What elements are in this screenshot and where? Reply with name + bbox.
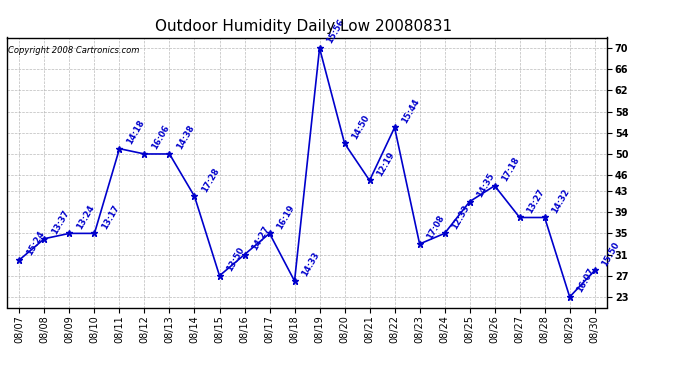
Text: 14:18: 14:18 xyxy=(125,118,146,146)
Text: 13:24: 13:24 xyxy=(75,203,96,231)
Text: 13:17: 13:17 xyxy=(100,203,121,231)
Text: 16:07: 16:07 xyxy=(575,267,596,294)
Text: 14:27: 14:27 xyxy=(250,224,271,252)
Text: Outdoor Humidity Daily Low 20080831: Outdoor Humidity Daily Low 20080831 xyxy=(155,19,452,34)
Text: 13:50: 13:50 xyxy=(225,245,246,273)
Text: 14:35: 14:35 xyxy=(475,171,496,199)
Text: 13:27: 13:27 xyxy=(525,187,546,215)
Text: 15:50: 15:50 xyxy=(600,240,622,268)
Text: 12:33: 12:33 xyxy=(450,203,471,231)
Text: 13:37: 13:37 xyxy=(50,209,71,236)
Text: 14:32: 14:32 xyxy=(550,187,571,215)
Text: Copyright 2008 Cartronics.com: Copyright 2008 Cartronics.com xyxy=(8,46,139,55)
Text: 15:44: 15:44 xyxy=(400,97,422,125)
Text: 14:33: 14:33 xyxy=(300,251,322,278)
Text: 12:19: 12:19 xyxy=(375,150,396,178)
Text: 14:38: 14:38 xyxy=(175,124,196,151)
Text: 17:28: 17:28 xyxy=(200,166,221,194)
Text: 16:19: 16:19 xyxy=(275,203,296,231)
Text: 17:08: 17:08 xyxy=(425,214,446,241)
Text: 17:18: 17:18 xyxy=(500,155,522,183)
Text: 16:06: 16:06 xyxy=(150,123,171,151)
Text: 15:56: 15:56 xyxy=(325,18,346,45)
Text: 14:50: 14:50 xyxy=(350,113,371,141)
Text: 15:24: 15:24 xyxy=(25,229,46,257)
